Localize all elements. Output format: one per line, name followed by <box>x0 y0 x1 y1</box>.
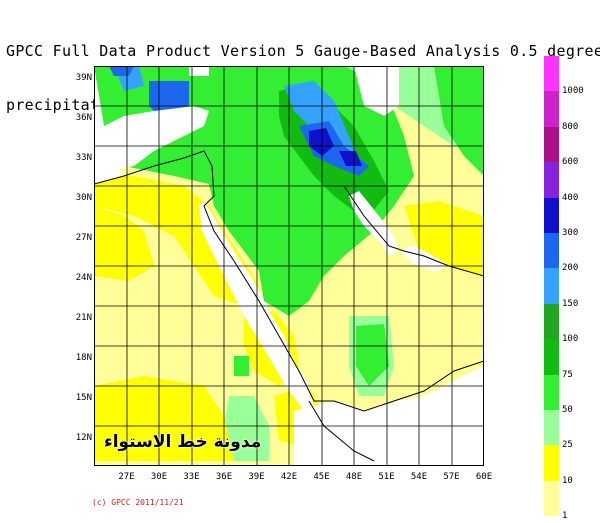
lon-tick-label: 30E <box>150 472 168 482</box>
lat-tick-label: 24N <box>75 273 92 283</box>
lon-tick-label: 27E <box>118 472 135 482</box>
zone-egypt-yellow <box>94 206 154 281</box>
zone-heavy-rain <box>309 128 334 156</box>
zone-afghanistan <box>434 66 484 176</box>
lat-tick-label: 27N <box>75 233 92 243</box>
legend-swatch <box>544 233 559 269</box>
legend-label: 1 <box>562 511 568 522</box>
color-legend: 1000 800 600 400 300 200 150 100 75 50 25 10 1 <box>544 56 600 521</box>
watermark-text: مدونة خط الاستواء <box>104 432 262 452</box>
lon-tick-label: 60E <box>475 472 493 482</box>
caspian-sea <box>354 66 399 116</box>
zone-sudan-yellow <box>94 376 234 461</box>
map-canvas <box>94 66 484 466</box>
lat-tick-label: 15N <box>75 393 92 403</box>
lon-tick-label: 39E <box>248 472 265 482</box>
legend-swatch <box>544 268 559 304</box>
legend-label: 10 <box>562 475 573 486</box>
legend-swatch <box>544 91 559 127</box>
legend-label: 50 <box>562 405 573 415</box>
lon-tick-label: 54E <box>410 472 428 482</box>
legend-swatch <box>544 339 559 375</box>
legend-swatch <box>544 126 559 163</box>
legend-label: 200 <box>562 263 579 274</box>
lon-tick-label: 36E <box>215 472 233 482</box>
lat-tick-label: 30N <box>75 193 92 203</box>
legend-label: 150 <box>562 298 579 309</box>
legend-label: 25 <box>562 440 573 451</box>
cyprus-sea <box>94 126 114 146</box>
persian-gulf <box>349 191 399 256</box>
lat-tick-label: 12N <box>75 433 92 443</box>
zone-ethiopia-light <box>224 396 269 461</box>
lon-tick-label: 33E <box>183 472 200 482</box>
lon-tick-label: 42E <box>280 472 298 482</box>
africa-horn-coast <box>308 400 375 462</box>
legend-swatch <box>544 56 559 92</box>
legend-label: 600 <box>562 157 579 168</box>
black-sea-edge <box>189 66 209 76</box>
zone-levant-yellow <box>94 176 259 306</box>
legend-label: 100 <box>562 334 579 345</box>
zone-eritrea <box>234 356 249 376</box>
mediterranean-sea <box>94 66 209 171</box>
copyright-text: (c) GPCC 2011/11/21 <box>92 498 184 507</box>
legend-label: 1000 <box>562 86 584 97</box>
legend-label: 75 <box>562 369 573 380</box>
lon-tick-label: 57E <box>443 472 460 482</box>
zone-heavy-rain-2 <box>339 151 362 166</box>
zone-iran-south-yellow <box>404 201 484 276</box>
legend-swatch <box>544 410 559 446</box>
lon-tick-label: 51E <box>378 472 395 482</box>
coastline <box>94 150 484 412</box>
zone-anatolia-north-2 <box>109 66 134 76</box>
legend-swatch <box>544 197 559 233</box>
lat-tick-label: 33N <box>75 153 92 163</box>
legend-swatch <box>544 480 559 517</box>
legend-swatch <box>544 162 559 198</box>
zone-oman <box>356 324 389 386</box>
lon-tick-label: 45E <box>313 472 330 482</box>
legend-label: 800 <box>562 121 579 132</box>
legend-swatch <box>544 445 559 481</box>
gulf-of-oman <box>399 246 449 271</box>
lat-tick-label: 36N <box>75 113 92 123</box>
lat-tick-label: 39N <box>75 73 92 83</box>
legend-label: 400 <box>562 192 579 203</box>
precipitation-map <box>94 66 484 466</box>
legend-label: 300 <box>562 228 579 238</box>
title-line-1: GPCC Full Data Product Version 5 Gauge-B… <box>6 42 600 60</box>
lon-tick-label: 48E <box>345 472 363 482</box>
mediterranean-coast <box>94 161 124 184</box>
map-frame <box>94 66 484 466</box>
legend-swatch <box>544 374 559 410</box>
lat-tick-label: 18N <box>75 353 92 363</box>
lat-tick-label: 21N <box>75 313 92 323</box>
legend-swatch <box>544 303 559 340</box>
